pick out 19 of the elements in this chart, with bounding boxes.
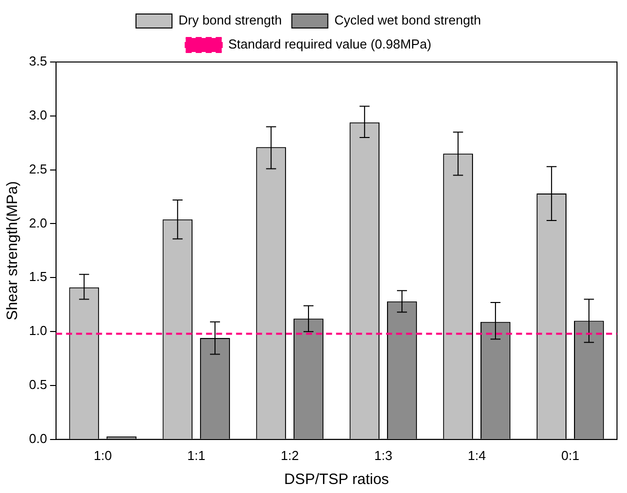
y-tick-label: 3.0 bbox=[28, 107, 48, 122]
x-axis-title: DSP/TSP ratios bbox=[284, 471, 389, 488]
y-tick-label: 2.5 bbox=[28, 161, 48, 176]
x-tick-label: 0:1 bbox=[561, 448, 580, 463]
y-tick-label: 0.0 bbox=[28, 430, 48, 446]
y-axis-title: Shear strength(MPa) bbox=[4, 181, 22, 320]
x-tick-label: 1:3 bbox=[374, 448, 392, 463]
legend-label: Standard required value (0.98MPa) bbox=[228, 36, 432, 52]
x-tick-label: 1:0 bbox=[94, 448, 112, 463]
x-tick-label: 1:1 bbox=[187, 448, 206, 463]
y-tick-label: 0.5 bbox=[28, 377, 48, 392]
x-tick-label: 1:2 bbox=[280, 448, 299, 463]
y-tick-label: 2.0 bbox=[28, 215, 48, 230]
legend-label: Cycled wet bond strength bbox=[334, 12, 482, 28]
legend-label: Dry bond strength bbox=[178, 12, 282, 28]
y-tick-label: 1.0 bbox=[28, 323, 48, 338]
y-tick-label: 1.5 bbox=[28, 269, 48, 284]
x-tick-label: 1:4 bbox=[468, 448, 486, 463]
y-tick-label: 3.5 bbox=[28, 54, 48, 69]
